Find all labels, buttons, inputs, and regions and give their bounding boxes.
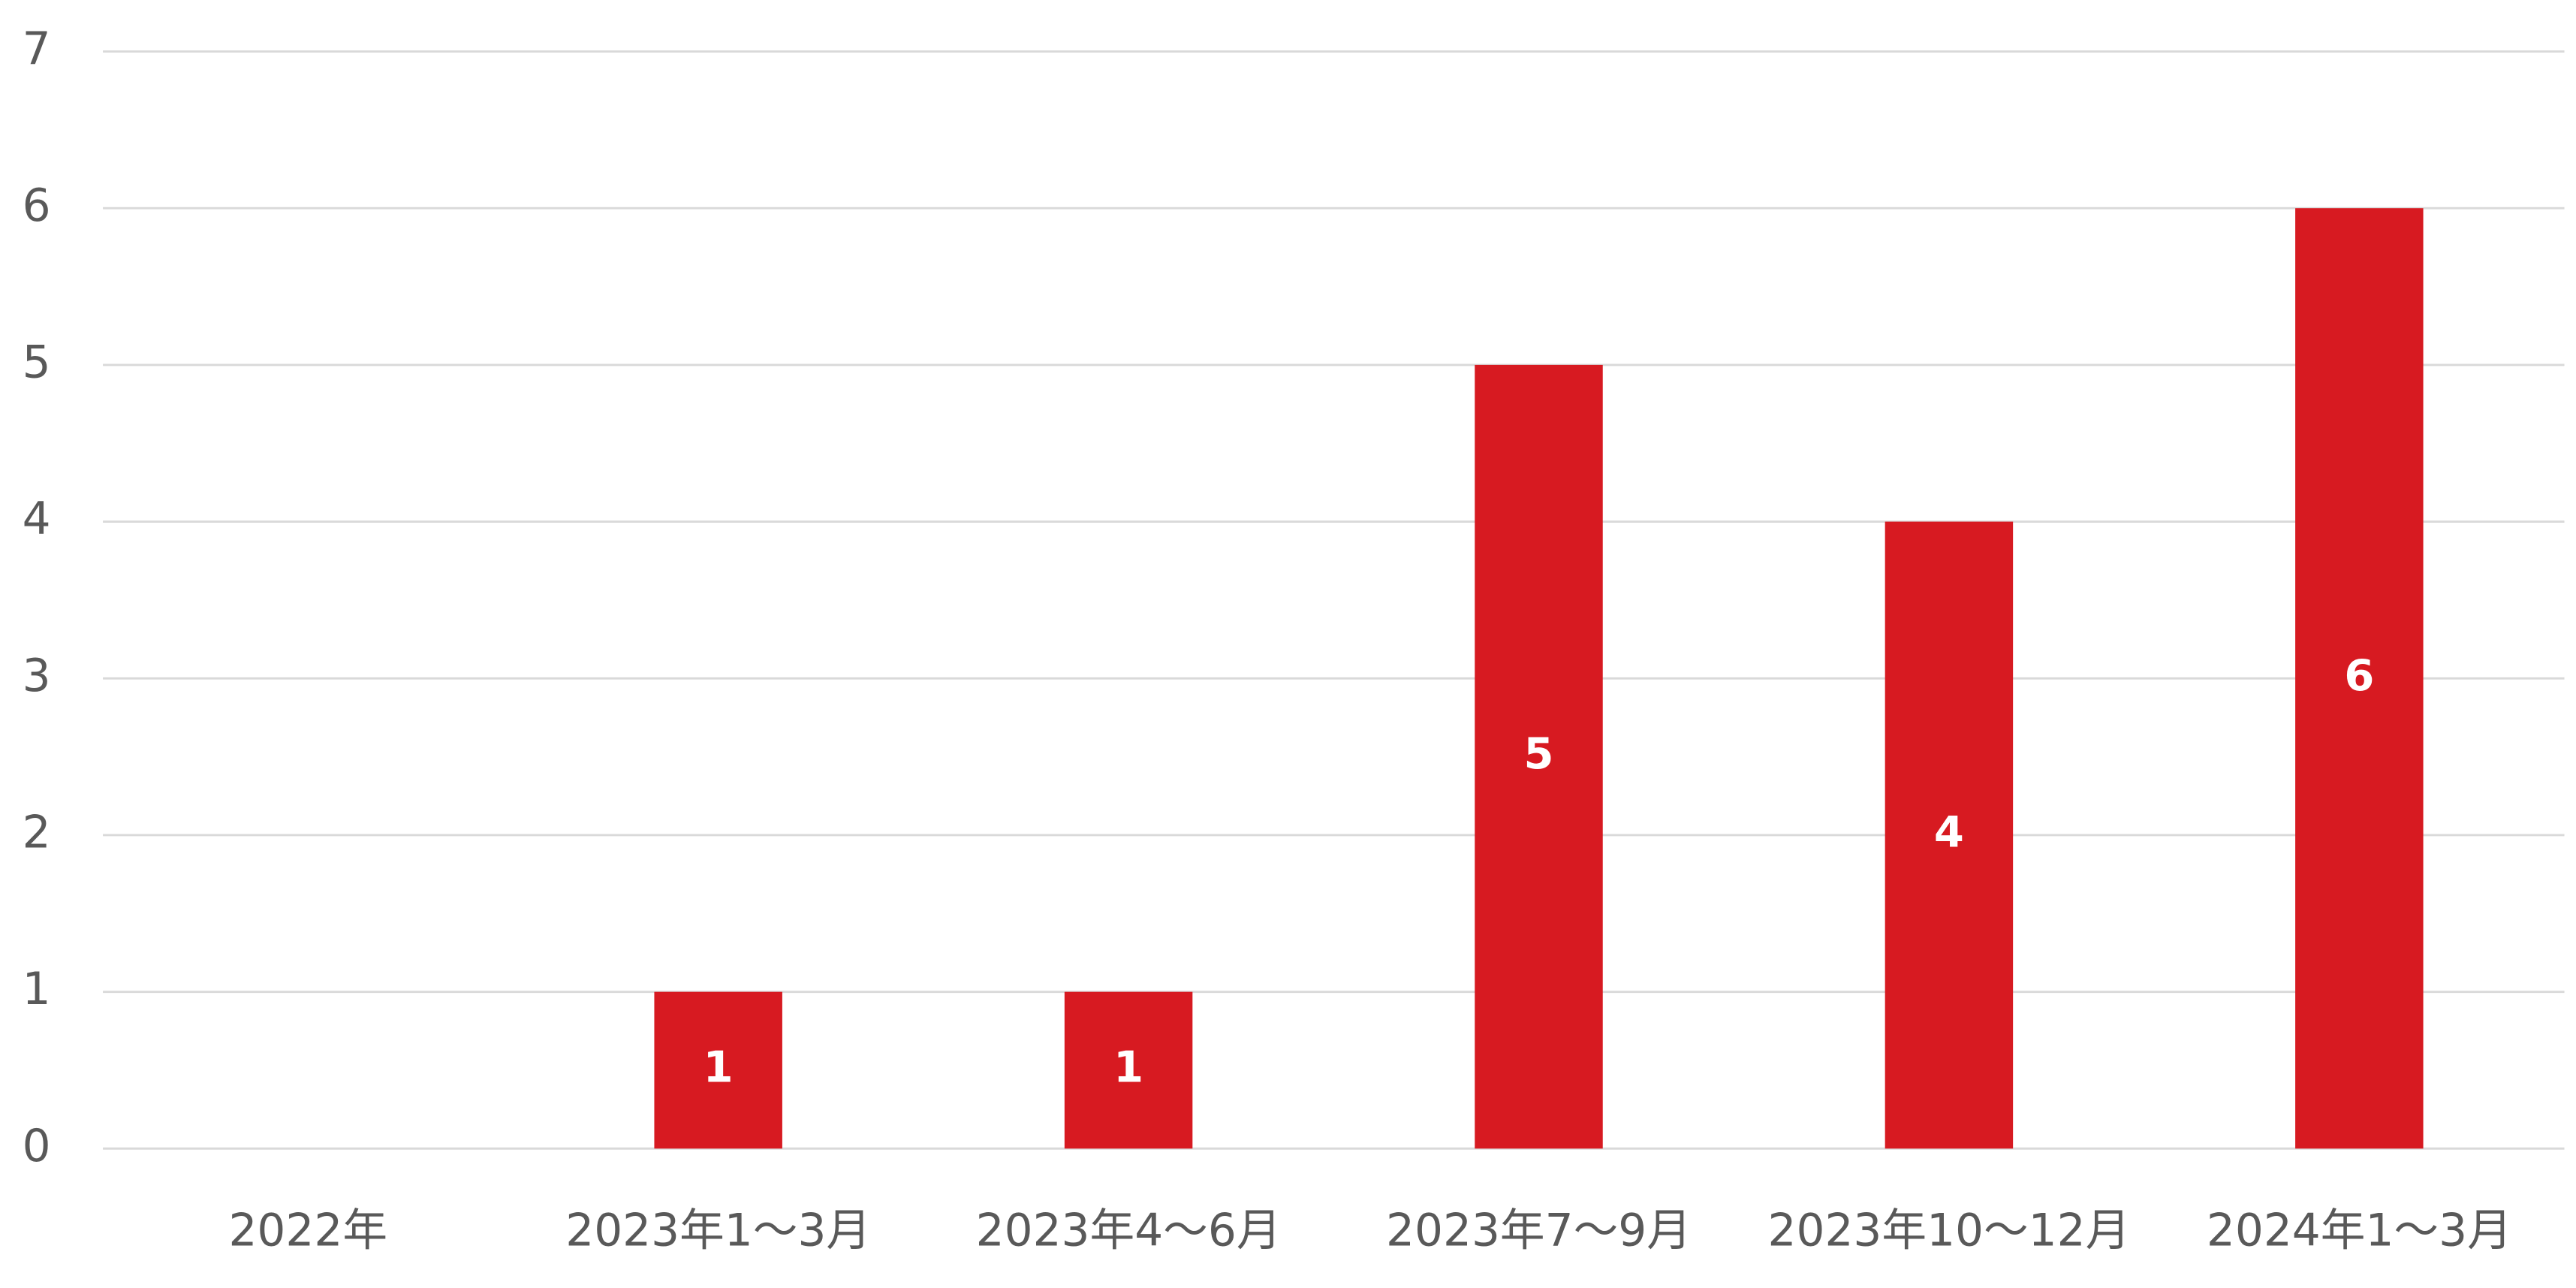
bar (654, 991, 782, 1149)
x-tick-label: 2023年1～3月 (565, 1205, 871, 1257)
x-tick-label: 2023年4～6月 (976, 1205, 1282, 1257)
x-tick-label: 2023年10～12月 (1767, 1205, 2130, 1257)
data-label: 1 (704, 1042, 734, 1093)
data-label: 4 (1934, 807, 1964, 858)
bar (1885, 521, 2014, 1149)
y-tick-label: 6 (23, 180, 51, 232)
bar (2295, 208, 2424, 1149)
y-tick-label: 0 (23, 1121, 51, 1172)
y-tick-label: 2 (23, 807, 51, 859)
data-label: 1 (1113, 1042, 1143, 1093)
y-tick-label: 4 (23, 493, 51, 545)
y-tick-label: 3 (23, 650, 51, 702)
y-tick-label: 7 (23, 23, 51, 75)
y-tick-label: 5 (23, 336, 51, 388)
bar (1475, 364, 1603, 1149)
y-tick-label: 1 (23, 964, 51, 1015)
data-label: 6 (2344, 650, 2374, 701)
x-tick-label: 2023年7～9月 (1386, 1205, 1692, 1257)
x-tick-label: 2022年 (228, 1205, 387, 1257)
bar (1064, 991, 1193, 1149)
x-tick-label: 2024年1～3月 (2207, 1205, 2512, 1257)
data-label: 5 (1524, 728, 1554, 779)
